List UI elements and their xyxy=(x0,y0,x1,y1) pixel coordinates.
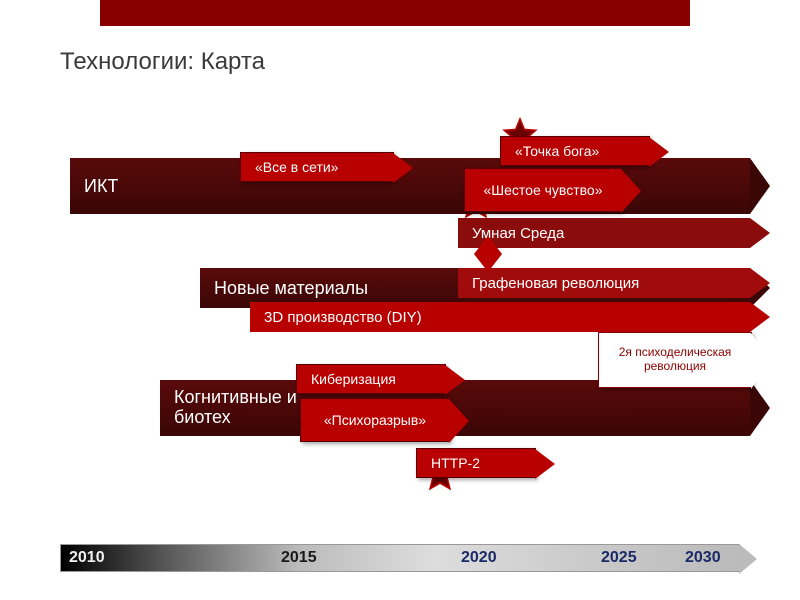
callout: «Психоразрыв» xyxy=(300,398,450,442)
timeline-axis: 2010 2015 2020 2025 2030 xyxy=(60,544,740,572)
callout-label: «Точка бога» xyxy=(515,143,599,159)
sub-bar: Графеновая революция xyxy=(458,268,750,298)
page-title: Технологии: Карта xyxy=(60,48,265,76)
track-label: ИКТ xyxy=(84,176,118,197)
callout-label: «Шестое чувство» xyxy=(484,182,603,198)
sub-bar: 3D производство (DIY) xyxy=(250,302,750,332)
callout-label: «Психоразрыв» xyxy=(324,412,426,428)
sub-bar-label: 3D производство (DIY) xyxy=(264,309,422,326)
callout: «Все в сети» xyxy=(240,152,394,182)
timeline-tick: 2015 xyxy=(281,549,317,567)
timeline-tick: 2020 xyxy=(461,549,497,567)
callout-label: 2я психоделическая революция xyxy=(603,346,747,374)
callout: «Шестое чувство» xyxy=(464,168,622,212)
callout-label: Киберизация xyxy=(311,371,396,387)
callout: «Точка бога» xyxy=(500,136,650,166)
callout: 2я психоделическая революция xyxy=(598,332,752,388)
track-label: Новые материалы xyxy=(214,278,368,299)
timeline-tick: 2010 xyxy=(69,549,105,567)
callout: Киберизация xyxy=(296,364,446,394)
updown-arrow-icon xyxy=(474,236,502,272)
callout-label: HTTP-2 xyxy=(431,455,480,471)
timeline-tick: 2025 xyxy=(601,549,637,567)
callout-label: «Все в сети» xyxy=(255,159,338,175)
timeline-tick: 2030 xyxy=(685,549,721,567)
sub-bar-label: Графеновая революция xyxy=(472,275,639,292)
callout: HTTP-2 xyxy=(416,448,536,478)
top-accent-bar xyxy=(100,0,690,26)
